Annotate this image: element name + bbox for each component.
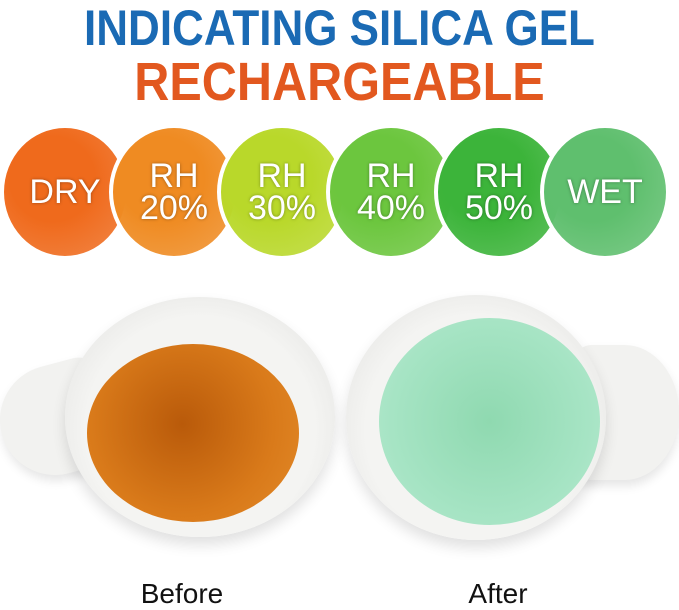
before-label: Before <box>140 578 224 609</box>
indicator-label: RH <box>257 157 307 195</box>
indicator-label: 50% <box>464 189 534 227</box>
indicator-circle: DRY <box>0 124 130 260</box>
indicator-circle: WET <box>540 124 670 260</box>
indicator-label: RH <box>366 157 416 195</box>
indicator-label: DRY <box>29 173 101 211</box>
indicator-circle: RH 30% <box>217 124 347 260</box>
indicator-label: RH <box>474 157 524 195</box>
indicator-label: RH <box>149 157 199 195</box>
indicator-label: WET <box>567 173 643 211</box>
indicator-label: 40% <box>356 189 426 227</box>
after-label: After <box>468 578 528 609</box>
orange-silica-beads <box>87 344 299 522</box>
subtitle: RECHARGEABLE <box>134 52 545 112</box>
indicator-label: 20% <box>139 189 209 227</box>
green-silica-beads <box>379 318 600 525</box>
indicator-label: 30% <box>247 189 317 227</box>
title: INDICATING SILICA GEL <box>84 0 595 56</box>
